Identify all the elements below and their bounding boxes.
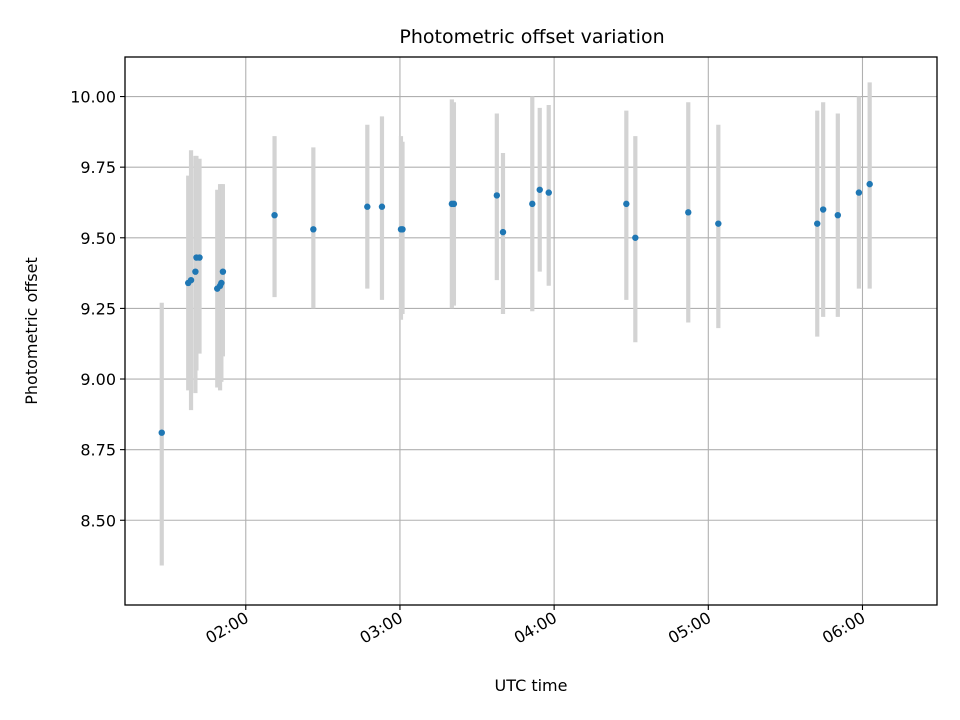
data-point: [499, 228, 507, 236]
data-point: [623, 200, 630, 208]
data-point: [855, 189, 863, 196]
chart-title: Photometric offset variation: [399, 26, 664, 48]
data-point: [196, 254, 203, 261]
data-point: [814, 220, 821, 227]
data-point: [192, 268, 199, 275]
data-point: [364, 203, 371, 210]
x-tick-label: 02:00: [202, 608, 251, 648]
x-tick-label: 03:00: [357, 608, 406, 648]
data-point: [310, 226, 317, 233]
data-point: [685, 209, 692, 216]
data-point: [536, 186, 543, 193]
data-point: [271, 211, 278, 219]
x-tick-label: 04:00: [511, 608, 560, 648]
y-tick-label: 9.50: [80, 229, 116, 248]
data-point: [545, 189, 552, 196]
data-point: [866, 180, 873, 188]
data-point: [158, 429, 165, 436]
data-point: [834, 211, 842, 219]
y-axis-label: Photometric offset: [22, 257, 41, 405]
data-point: [715, 220, 722, 227]
data-points: [158, 180, 873, 436]
data-point: [378, 203, 386, 210]
plot-frame: [124, 56, 938, 606]
y-tick-label: 9.25: [80, 299, 116, 318]
x-axis-ticks: 02:00 03:00 04:00 05:00 06:00: [202, 605, 868, 648]
y-axis-ticks: 8.50 8.75 9.00 9.25 9.50 9.75 10.00: [70, 88, 125, 530]
data-point: [493, 192, 501, 199]
data-point: [529, 200, 536, 208]
y-tick-label: 8.75: [80, 441, 116, 460]
x-axis-label: UTC time: [495, 676, 568, 695]
data-point: [632, 234, 639, 241]
y-tick-label: 8.50: [80, 511, 116, 530]
error-bars: [159, 82, 872, 566]
data-point: [218, 279, 225, 287]
y-tick-label: 9.75: [80, 158, 116, 177]
data-point: [219, 268, 227, 275]
y-tick-label: 10.00: [70, 88, 116, 107]
x-tick-label: 06:00: [819, 608, 868, 648]
data-point: [450, 200, 458, 208]
data-point: [399, 226, 406, 233]
data-point: [187, 276, 195, 284]
x-tick-label: 05:00: [665, 608, 714, 648]
data-point: [819, 206, 827, 213]
y-tick-label: 9.00: [80, 370, 116, 389]
